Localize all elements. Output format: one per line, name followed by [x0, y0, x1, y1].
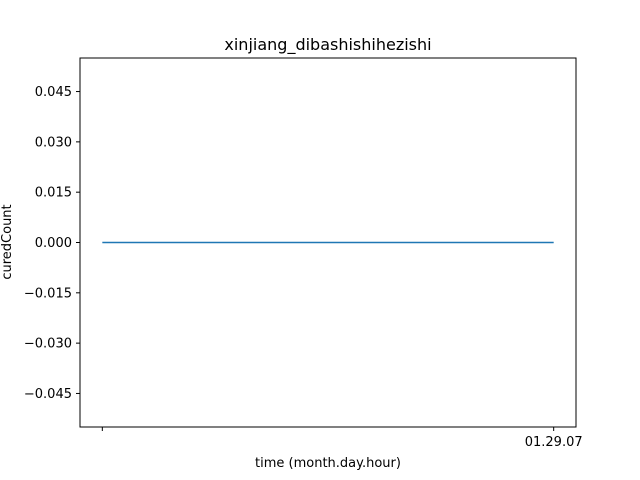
y-tick-label: 0.030: [35, 135, 72, 150]
y-tick-label: −0.030: [24, 337, 72, 352]
y-tick-label: 0.015: [35, 186, 72, 201]
x-tick-label: 01.29.07: [525, 435, 583, 450]
x-axis-ticks: 01.29.07: [101, 427, 583, 450]
chart-title: xinjiang_dibashishihezishi: [224, 35, 431, 55]
y-tick-label: 0.000: [35, 236, 72, 251]
y-axis-ticks: −0.045 −0.030 −0.015 0.000 0.015 0.030 0.045: [24, 85, 80, 402]
x-axis-label: time (month.day.hour): [255, 456, 401, 471]
y-axis-label: curedCount: [0, 204, 15, 279]
y-tick-label: −0.045: [24, 387, 72, 402]
y-tick-label: 0.045: [35, 85, 72, 100]
y-tick-label: −0.015: [24, 286, 72, 301]
